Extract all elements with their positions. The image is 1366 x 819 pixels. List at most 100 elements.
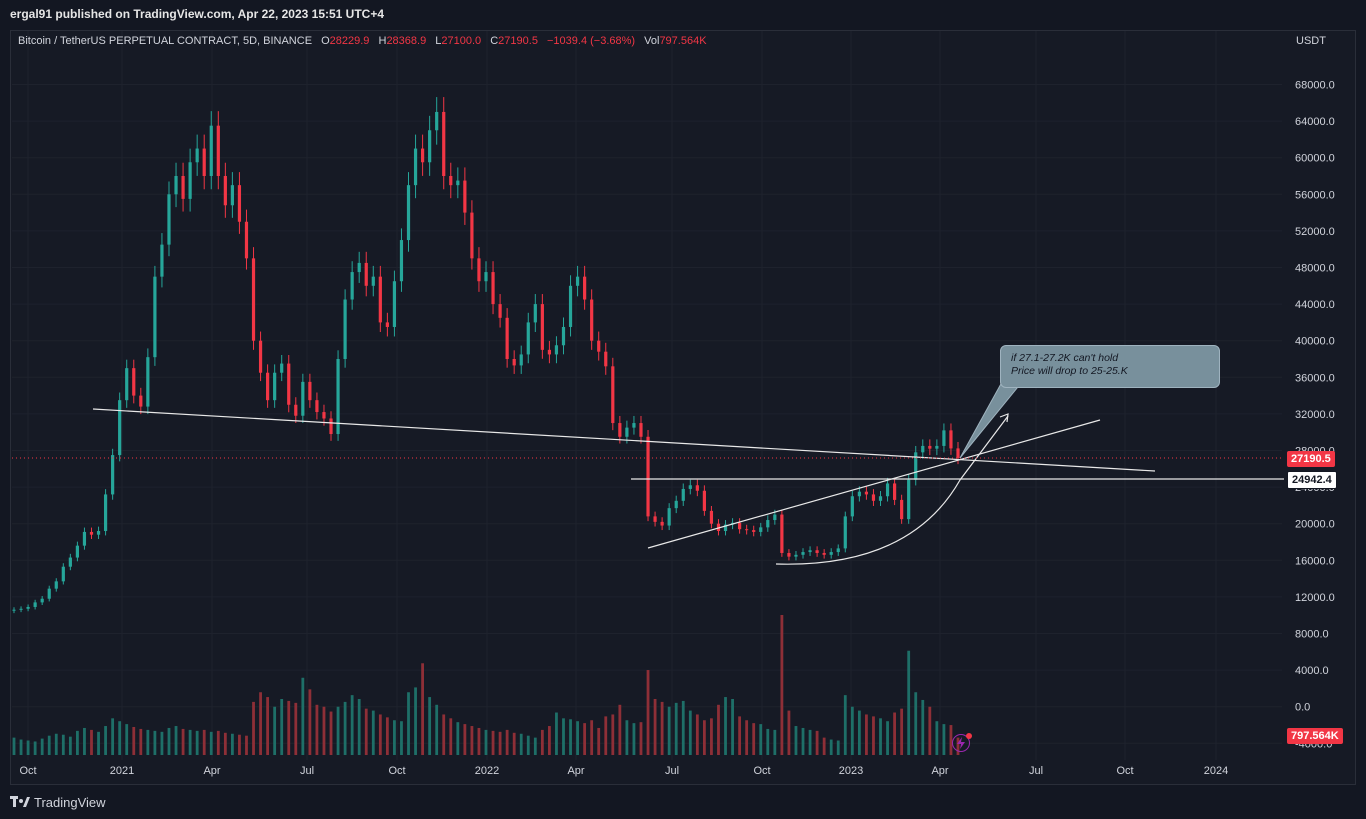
close-value: 27190.5 bbox=[498, 35, 538, 47]
candle-body bbox=[89, 531, 94, 535]
volume-bar bbox=[928, 706, 932, 755]
candle-body bbox=[442, 111, 446, 176]
x-tick-label: Oct bbox=[753, 765, 770, 777]
volume-bar bbox=[385, 717, 389, 755]
high-value: 28368.9 bbox=[386, 35, 427, 47]
volume-bar bbox=[216, 730, 220, 755]
candle-body bbox=[914, 452, 918, 480]
candle-body bbox=[773, 514, 777, 521]
volume-bar bbox=[364, 708, 368, 755]
volume-bar bbox=[287, 700, 291, 755]
volume-bar bbox=[639, 722, 643, 755]
candle-body bbox=[491, 272, 495, 305]
candle-body bbox=[68, 557, 72, 567]
volume-bar bbox=[273, 706, 277, 755]
candle-body bbox=[280, 363, 284, 373]
candle-body bbox=[237, 185, 242, 222]
volume-bar bbox=[907, 650, 911, 755]
curve-arrow-line bbox=[775, 415, 1009, 565]
candle-body bbox=[653, 516, 657, 522]
candle-body bbox=[568, 285, 573, 327]
x-tick-label: Apr bbox=[931, 765, 948, 777]
candle-body bbox=[258, 340, 263, 373]
y-tick-label: 20000.0 bbox=[1295, 519, 1335, 531]
candle-body bbox=[294, 404, 298, 416]
candle-body bbox=[195, 148, 199, 163]
candle-body bbox=[822, 552, 826, 555]
candle-body bbox=[456, 180, 460, 186]
candle-body bbox=[26, 606, 30, 609]
candle-body bbox=[723, 524, 728, 532]
volume-bar bbox=[435, 704, 439, 755]
volume-bar bbox=[230, 733, 234, 755]
volume-bar bbox=[674, 702, 678, 755]
candle-body bbox=[956, 448, 960, 458]
candle-body bbox=[343, 299, 347, 359]
volume-bar bbox=[702, 720, 706, 755]
bolt-icon[interactable] bbox=[952, 734, 970, 752]
chart-frame[interactable] bbox=[10, 30, 1356, 785]
candle-body bbox=[709, 510, 714, 524]
symbol-legend: Bitcoin / TetherUS PERPETUAL CONTRACT, 5… bbox=[18, 35, 707, 47]
volume-bar bbox=[498, 731, 502, 755]
candle-body bbox=[752, 530, 756, 532]
volume-bar bbox=[759, 724, 763, 755]
candle-body bbox=[188, 162, 192, 199]
candle-body bbox=[230, 185, 234, 206]
candle-body bbox=[40, 598, 44, 603]
candle-body bbox=[766, 520, 770, 528]
volume-bar bbox=[40, 738, 44, 755]
vol-label: Vol bbox=[644, 35, 660, 47]
candle-body bbox=[519, 354, 523, 366]
volume-bar bbox=[949, 725, 953, 755]
candle-body bbox=[688, 485, 692, 489]
volume-bar bbox=[653, 699, 657, 755]
candle-body bbox=[484, 272, 488, 282]
candle-body bbox=[301, 381, 305, 416]
volume-bar bbox=[19, 739, 23, 755]
currency-label[interactable]: USDT bbox=[1296, 35, 1326, 47]
candle-body bbox=[801, 552, 805, 555]
volume-bar bbox=[463, 724, 467, 755]
candle-body bbox=[336, 359, 340, 435]
volume-bar bbox=[477, 727, 481, 755]
volume-bar bbox=[83, 727, 86, 755]
volume-bar bbox=[350, 695, 354, 755]
volume-bar bbox=[329, 711, 333, 755]
volume-bar bbox=[357, 699, 361, 755]
candle-body bbox=[449, 176, 453, 186]
volume-bar bbox=[33, 741, 37, 755]
candle-body bbox=[597, 340, 601, 352]
candle-body bbox=[251, 258, 256, 341]
candle-body bbox=[209, 125, 213, 176]
volume-bar bbox=[308, 689, 312, 755]
tradingview-logo-icon bbox=[10, 796, 30, 807]
candle-body bbox=[125, 368, 129, 401]
volume-bar bbox=[484, 729, 488, 755]
x-tick-label: 2024 bbox=[1204, 765, 1228, 777]
volume-bar bbox=[519, 733, 523, 755]
candle-body bbox=[160, 244, 164, 277]
footer-brand: TradingView bbox=[34, 794, 106, 810]
y-tick-label: 32000.0 bbox=[1295, 409, 1335, 421]
candle-body bbox=[167, 194, 171, 245]
volume-bar bbox=[688, 710, 692, 755]
candle-body bbox=[47, 588, 51, 599]
volume-bar bbox=[47, 735, 51, 755]
volume-bar bbox=[710, 718, 713, 755]
trendline-rising bbox=[647, 419, 1101, 549]
annotation-note[interactable]: if 27.1-27.2K can't hold Price will drop… bbox=[1000, 345, 1220, 388]
candle-body bbox=[287, 363, 291, 405]
candle-body bbox=[181, 176, 185, 199]
volume-bar bbox=[104, 726, 107, 755]
candle-body bbox=[794, 554, 798, 557]
candle-body bbox=[632, 423, 636, 428]
volume-bar bbox=[146, 729, 150, 755]
volume-bar bbox=[590, 720, 594, 755]
candle-body bbox=[273, 372, 277, 401]
candle-body bbox=[604, 351, 608, 367]
volume-bar bbox=[266, 697, 270, 755]
candle-body bbox=[139, 395, 143, 407]
footer: TradingView bbox=[10, 793, 106, 811]
